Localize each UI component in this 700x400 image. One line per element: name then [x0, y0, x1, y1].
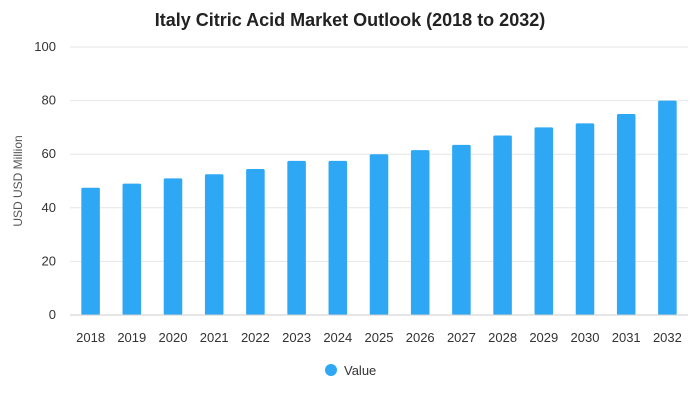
x-tick-label: 2028	[488, 330, 517, 345]
x-tick-label: 2024	[323, 330, 352, 345]
y-tick-label: 40	[42, 200, 56, 215]
bar-2021[interactable]	[204, 174, 224, 315]
bar-2031[interactable]	[616, 114, 636, 315]
legend[interactable]: Value	[325, 363, 376, 378]
y-tick-label: 80	[42, 93, 56, 108]
x-tick-label: 2023	[282, 330, 311, 345]
bar-2018[interactable]	[81, 187, 100, 315]
x-tick-label: 2020	[159, 330, 188, 345]
x-tick-label: 2018	[76, 330, 105, 345]
bar-2024[interactable]	[328, 160, 348, 315]
y-axis-title: USD USD Million	[11, 135, 25, 226]
x-tick-label: 2030	[571, 330, 600, 345]
y-axis-ticks: 0 20 40 60 80 100	[34, 39, 56, 322]
legend-marker-icon	[325, 364, 337, 376]
x-tick-label: 2019	[117, 330, 146, 345]
bar-2019[interactable]	[122, 183, 142, 315]
bar-2032[interactable]	[658, 100, 677, 315]
bar-2026[interactable]	[410, 150, 430, 315]
legend-label: Value	[344, 363, 376, 378]
x-tick-label: 2027	[447, 330, 476, 345]
y-tick-label: 20	[42, 253, 56, 268]
x-tick-label: 2031	[612, 330, 641, 345]
bars	[81, 100, 677, 316]
bar-2020[interactable]	[163, 178, 183, 315]
x-tick-label: 2021	[200, 330, 229, 345]
bar-2025[interactable]	[369, 154, 389, 315]
bar-2027[interactable]	[452, 144, 471, 315]
y-tick-label: 0	[49, 307, 56, 322]
x-tick-label: 2029	[529, 330, 558, 345]
x-tick-label: 2032	[653, 330, 682, 345]
bar-2030[interactable]	[575, 123, 595, 315]
bar-2022[interactable]	[246, 168, 265, 315]
x-tick-label: 2022	[241, 330, 270, 345]
x-tick-label: 2026	[406, 330, 435, 345]
bar-2029[interactable]	[534, 127, 554, 316]
y-tick-label: 60	[42, 146, 56, 161]
bar-2023[interactable]	[287, 160, 306, 315]
bar-2028[interactable]	[493, 135, 512, 315]
x-tick-label: 2025	[365, 330, 394, 345]
x-axis-ticks: 2018 2019 2020 2021 2022 2023 2024 2025 2026 2027…	[76, 330, 682, 345]
chart-title: Italy Citric Acid Market Outlook (2018 t…	[155, 10, 545, 30]
y-tick-label: 100	[34, 39, 56, 54]
